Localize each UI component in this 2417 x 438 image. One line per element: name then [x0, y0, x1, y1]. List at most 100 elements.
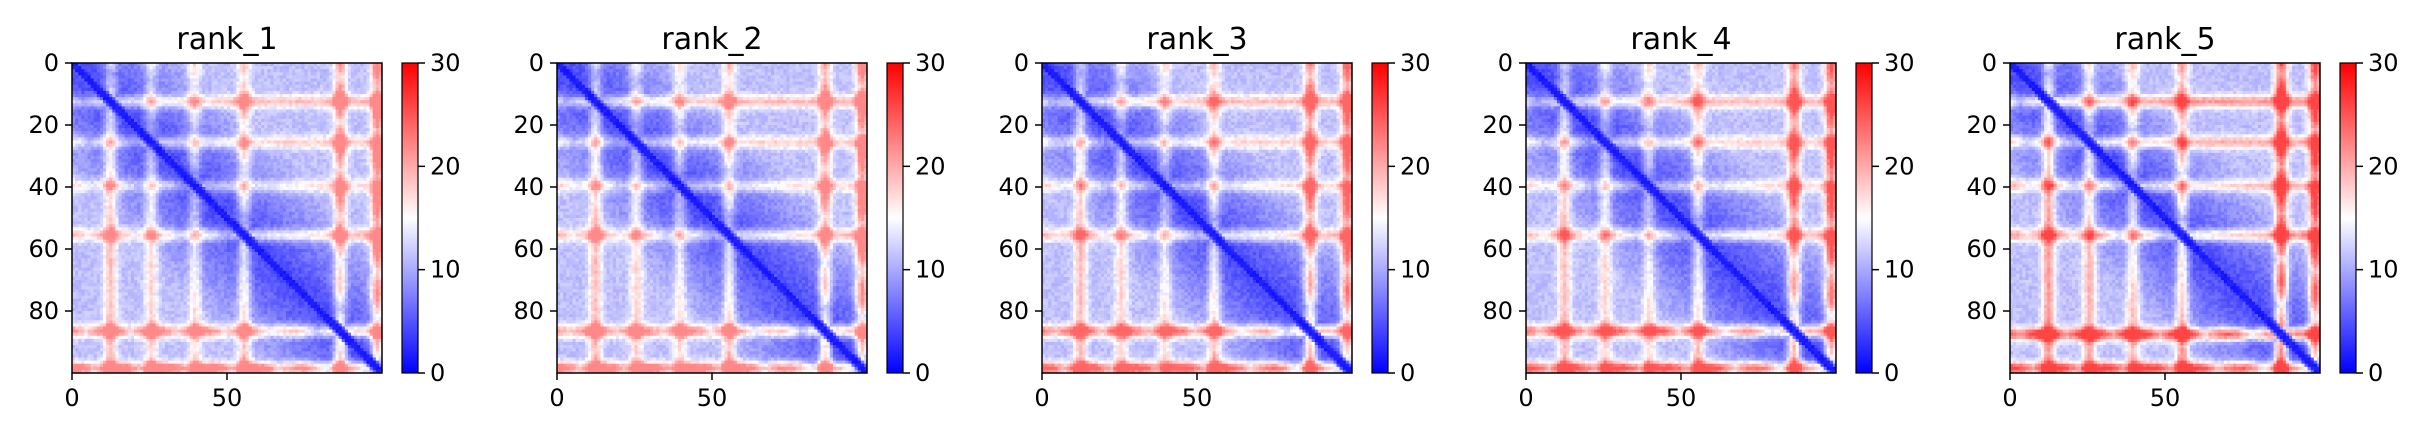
heatmap-cell	[230, 81, 234, 86]
heatmap-cell	[292, 165, 296, 169]
heatmap-cell	[112, 177, 116, 182]
heatmap-cell	[261, 97, 265, 101]
heatmap-cell	[292, 146, 296, 151]
heatmap-cell	[357, 190, 361, 194]
heatmap-cell	[357, 140, 361, 144]
heatmap-cell	[267, 121, 271, 126]
heatmap-cell	[171, 87, 175, 92]
heatmap-cell	[369, 183, 374, 188]
heatmap-cell	[313, 84, 318, 89]
heatmap-cell	[273, 94, 277, 98]
heatmap-cell	[127, 156, 132, 160]
heatmap-cell	[323, 146, 327, 151]
heatmap-cell	[282, 177, 287, 182]
heatmap-cell	[292, 183, 296, 188]
heatmap-cell	[233, 146, 237, 151]
heatmap-cell	[230, 121, 234, 126]
heatmap-cell	[254, 121, 259, 126]
heatmap-cell	[329, 190, 333, 194]
heatmap-cell	[279, 84, 284, 89]
heatmap-cell	[258, 134, 262, 138]
heatmap-cell	[149, 84, 153, 89]
heatmap-cell	[261, 128, 265, 132]
heatmap-cell	[211, 109, 215, 113]
heatmap-cell	[295, 140, 299, 144]
heatmap-cell	[351, 87, 355, 92]
heatmap-cell	[375, 109, 380, 113]
heatmap-cell	[217, 187, 222, 191]
heatmap-cell	[242, 202, 246, 206]
heatmap-cell	[81, 106, 85, 110]
heatmap-cell	[75, 97, 79, 101]
heatmap-cell	[127, 174, 132, 179]
heatmap-cell	[267, 202, 271, 206]
heatmap-cell	[354, 115, 358, 120]
heatmap-cell	[344, 202, 349, 206]
heatmap-cell	[230, 165, 234, 169]
heatmap-cell	[298, 165, 302, 169]
heatmap-cell	[360, 131, 364, 135]
heatmap-cell	[378, 87, 383, 92]
heatmap-cell	[158, 106, 163, 110]
heatmap-cell	[351, 100, 355, 104]
heatmap-cell	[338, 112, 343, 117]
heatmap-cell	[326, 193, 330, 197]
heatmap-cell	[282, 187, 287, 191]
heatmap-cell	[90, 72, 95, 76]
heatmap-cell	[341, 171, 346, 175]
heatmap-cell	[130, 112, 135, 117]
heatmap-cell	[130, 149, 135, 154]
heatmap-cell	[329, 171, 333, 175]
heatmap-cell	[196, 171, 200, 175]
heatmap-cell	[118, 156, 122, 160]
heatmap-cell	[273, 159, 277, 163]
heatmap-cell	[223, 66, 228, 70]
heatmap-cell	[149, 103, 153, 107]
heatmap-cell	[78, 115, 82, 120]
heatmap-cell	[99, 137, 104, 141]
heatmap-cell	[199, 211, 203, 216]
heatmap-cell	[130, 202, 135, 206]
heatmap-cell	[295, 211, 299, 216]
heatmap-cell	[357, 90, 361, 95]
heatmap-cell	[289, 196, 293, 200]
heatmap-cell	[168, 143, 172, 148]
heatmap-cell	[192, 187, 197, 191]
heatmap-cell	[146, 94, 150, 98]
heatmap-cell	[199, 165, 203, 169]
heatmap-cell	[186, 211, 191, 216]
heatmap-cell	[124, 137, 129, 141]
heatmap-cell	[149, 128, 153, 132]
heatmap-cell	[282, 66, 287, 70]
heatmap-cell	[298, 134, 302, 138]
heatmap-cell	[93, 183, 98, 188]
heatmap-cell	[208, 193, 212, 197]
heatmap-cell	[121, 190, 126, 194]
heatmap-cell	[109, 177, 113, 182]
heatmap-cell	[264, 187, 268, 191]
heatmap-cell	[81, 140, 85, 144]
heatmap-cell	[161, 205, 166, 210]
heatmap-cell	[289, 180, 293, 185]
heatmap-cell	[354, 63, 358, 67]
heatmap-cell	[261, 211, 265, 216]
heatmap-cell	[72, 125, 76, 129]
heatmap-cell	[354, 137, 358, 141]
heatmap-cell	[199, 90, 203, 95]
heatmap-cell	[254, 63, 259, 67]
heatmap-cell	[127, 168, 132, 172]
heatmap-cell	[177, 109, 181, 113]
heatmap-cell	[378, 121, 383, 126]
heatmap-cell	[298, 75, 302, 79]
heatmap-cell	[344, 199, 349, 203]
heatmap-cell	[375, 162, 380, 166]
heatmap-cell	[289, 109, 293, 113]
heatmap-cell	[313, 165, 318, 169]
heatmap-cell	[316, 121, 321, 126]
heatmap-cell	[254, 190, 259, 194]
heatmap-cell	[248, 109, 253, 113]
heatmap-cell	[96, 134, 101, 138]
heatmap-cell	[75, 183, 79, 188]
heatmap-cell	[230, 128, 234, 132]
heatmap-cell	[161, 128, 166, 132]
